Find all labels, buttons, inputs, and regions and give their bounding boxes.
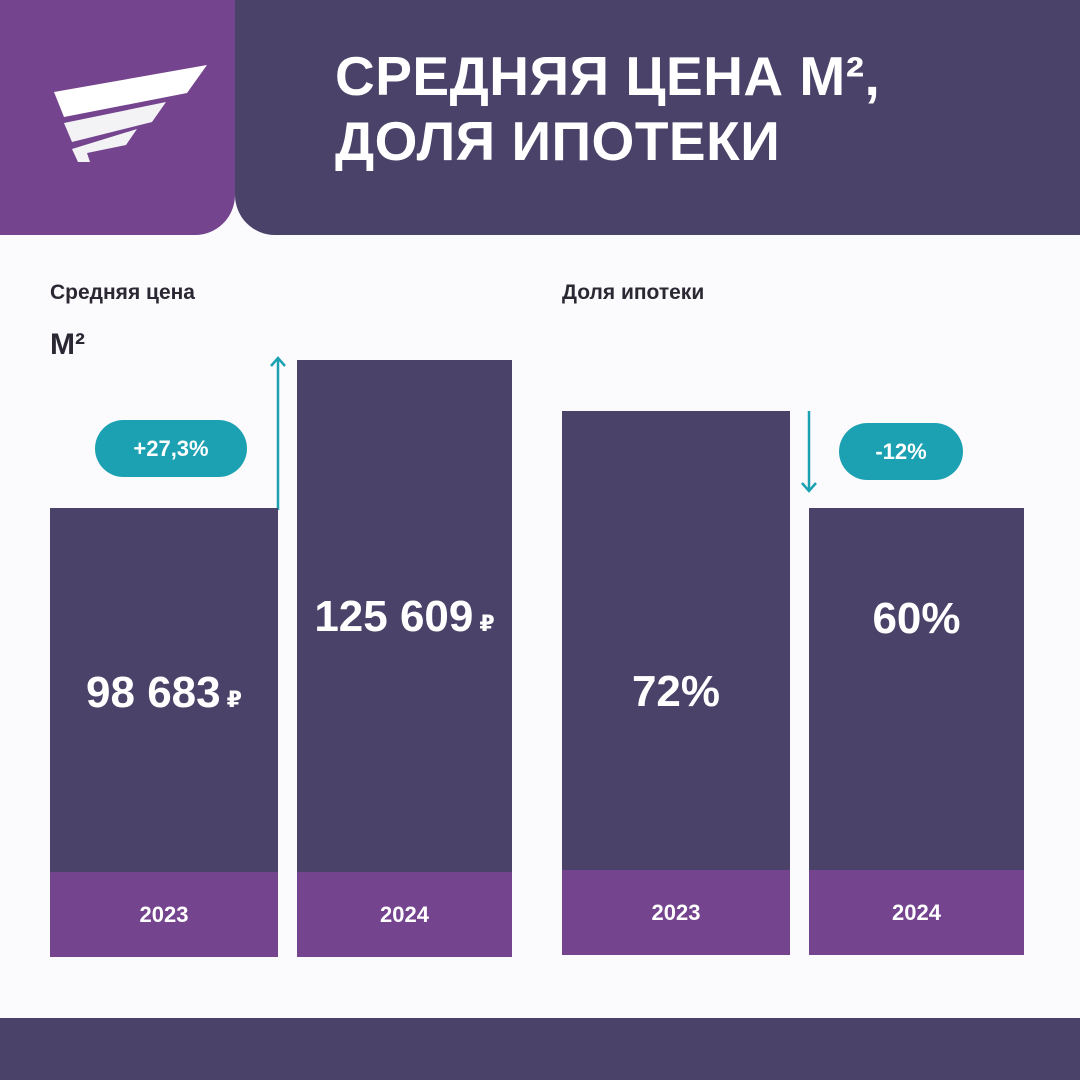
price-value-2024: 125 609 ₽ — [314, 592, 495, 641]
mortgage-year-2024: 2024 — [809, 870, 1024, 955]
mortgage-bar-2023: 72% 2023 — [562, 411, 790, 955]
price-change-badge: +27,3% — [95, 420, 247, 477]
price-value-2023: 98 683 ₽ — [86, 668, 242, 717]
mortgage-year-2023: 2023 — [562, 870, 790, 955]
price-chart-label: Средняя цена — [50, 281, 195, 304]
price-bar-2023: 98 683 ₽ 2023 — [50, 508, 278, 957]
header-title-panel — [235, 0, 1080, 235]
mortgage-bar-2024: 60% 2024 — [809, 508, 1024, 955]
mortgage-change-badge: -12% — [839, 423, 963, 480]
arrow-up-icon — [270, 356, 286, 510]
mortgage-chart-label: Доля ипотеки — [562, 281, 705, 304]
price-year-2024: 2024 — [297, 872, 512, 957]
title-line-1: СРЕДНЯЯ ЦЕНА М², — [335, 45, 881, 107]
header-logo-panel — [0, 0, 235, 235]
page-title: СРЕДНЯЯ ЦЕНА М², ДОЛЯ ИПОТЕКИ — [335, 44, 1055, 174]
footer-bar — [0, 1018, 1080, 1080]
title-line-2: ДОЛЯ ИПОТЕКИ — [335, 110, 781, 172]
wing-logo-icon — [54, 65, 207, 162]
arrow-down-icon — [801, 411, 817, 493]
price-bar-2024: 125 609 ₽ 2024 — [297, 360, 512, 957]
mortgage-value-2023: 72% — [631, 667, 721, 716]
price-chart-unit: М² — [50, 328, 85, 361]
price-year-2023: 2023 — [50, 872, 278, 957]
mortgage-value-2024: 60% — [872, 594, 961, 643]
